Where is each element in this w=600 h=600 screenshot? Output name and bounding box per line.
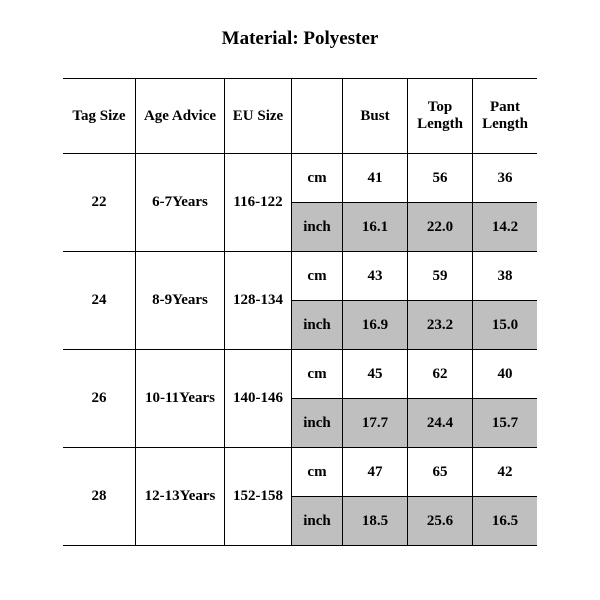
cell-pant-cm: 36 — [473, 154, 538, 203]
cell-unit-cm: cm — [292, 350, 343, 399]
cell-bust-inch: 17.7 — [343, 399, 408, 448]
page: Material: Polyester Tag Size Age Advice … — [0, 0, 600, 600]
cell-pant-inch: 15.0 — [473, 301, 538, 350]
cell-eu: 152-158 — [225, 448, 292, 546]
cell-eu: 140-146 — [225, 350, 292, 448]
cell-top-inch: 23.2 — [408, 301, 473, 350]
page-title: Material: Polyester — [0, 28, 600, 50]
col-top-length: Top Length — [408, 79, 473, 154]
cell-pant-inch: 14.2 — [473, 203, 538, 252]
cell-pant-inch: 16.5 — [473, 497, 538, 546]
cell-age: 12-13Years — [136, 448, 225, 546]
cell-pant-cm: 40 — [473, 350, 538, 399]
cell-bust-inch: 16.9 — [343, 301, 408, 350]
cell-unit-cm: cm — [292, 154, 343, 203]
cell-top-inch: 22.0 — [408, 203, 473, 252]
cell-top-inch: 24.4 — [408, 399, 473, 448]
cell-eu: 116-122 — [225, 154, 292, 252]
table-header-row: Tag Size Age Advice EU Size Bust Top Len… — [63, 79, 537, 154]
table-row: 24 8-9Years 128-134 cm 43 59 38 — [63, 252, 537, 301]
col-pant-length: Pant Length — [473, 79, 538, 154]
cell-pant-inch: 15.7 — [473, 399, 538, 448]
col-unit — [292, 79, 343, 154]
cell-unit-cm: cm — [292, 252, 343, 301]
cell-tag: 28 — [63, 448, 136, 546]
col-bust: Bust — [343, 79, 408, 154]
cell-bust-inch: 18.5 — [343, 497, 408, 546]
cell-top-inch: 25.6 — [408, 497, 473, 546]
cell-top-cm: 56 — [408, 154, 473, 203]
col-age-advice: Age Advice — [136, 79, 225, 154]
cell-unit-inch: inch — [292, 203, 343, 252]
cell-bust-inch: 16.1 — [343, 203, 408, 252]
cell-unit-cm: cm — [292, 448, 343, 497]
cell-age: 10-11Years — [136, 350, 225, 448]
cell-unit-inch: inch — [292, 497, 343, 546]
col-tag-size: Tag Size — [63, 79, 136, 154]
cell-age: 8-9Years — [136, 252, 225, 350]
cell-bust-cm: 43 — [343, 252, 408, 301]
cell-bust-cm: 41 — [343, 154, 408, 203]
table-row: 22 6-7Years 116-122 cm 41 56 36 — [63, 154, 537, 203]
cell-top-cm: 59 — [408, 252, 473, 301]
cell-eu: 128-134 — [225, 252, 292, 350]
size-table: Tag Size Age Advice EU Size Bust Top Len… — [63, 78, 537, 546]
cell-unit-inch: inch — [292, 301, 343, 350]
cell-pant-cm: 38 — [473, 252, 538, 301]
cell-tag: 26 — [63, 350, 136, 448]
table-body: 22 6-7Years 116-122 cm 41 56 36 inch 16.… — [63, 154, 537, 546]
cell-top-cm: 62 — [408, 350, 473, 399]
cell-age: 6-7Years — [136, 154, 225, 252]
table-row: 26 10-11Years 140-146 cm 45 62 40 — [63, 350, 537, 399]
col-eu-size: EU Size — [225, 79, 292, 154]
cell-bust-cm: 47 — [343, 448, 408, 497]
cell-bust-cm: 45 — [343, 350, 408, 399]
cell-top-cm: 65 — [408, 448, 473, 497]
table-row: 28 12-13Years 152-158 cm 47 65 42 — [63, 448, 537, 497]
cell-pant-cm: 42 — [473, 448, 538, 497]
cell-tag: 22 — [63, 154, 136, 252]
cell-unit-inch: inch — [292, 399, 343, 448]
cell-tag: 24 — [63, 252, 136, 350]
